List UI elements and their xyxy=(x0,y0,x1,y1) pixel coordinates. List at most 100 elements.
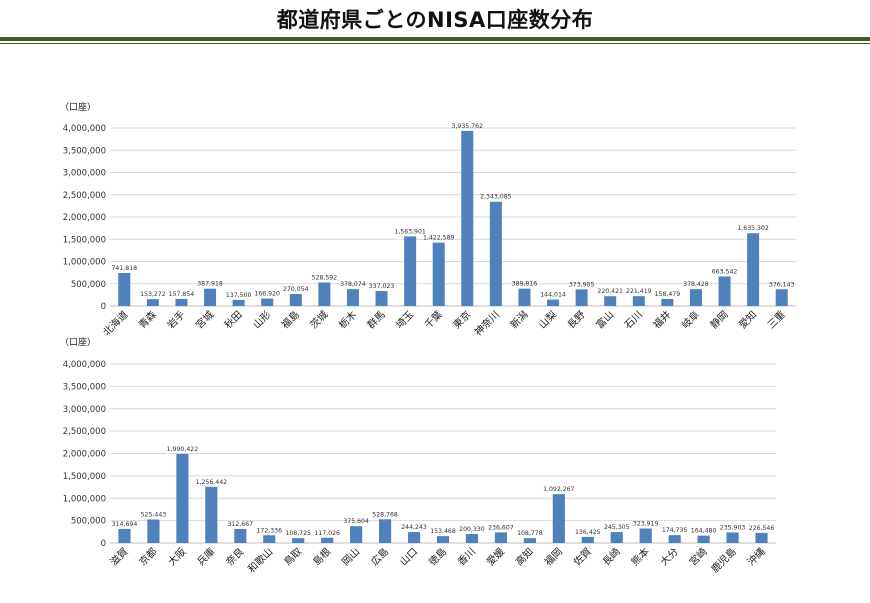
bottom-y-tick-label: 1,000,000 xyxy=(63,494,106,504)
bottom-category-label: 島根 xyxy=(310,545,333,568)
top-data-label: 378,074 xyxy=(340,281,366,288)
bottom-category-label: 高知 xyxy=(513,545,536,568)
top-data-label: 144,014 xyxy=(540,292,566,299)
bottom-bar xyxy=(697,535,710,543)
bottom-bar xyxy=(494,532,507,543)
top-data-label: 2,343,085 xyxy=(480,194,512,201)
top-bar xyxy=(204,288,217,306)
top-bar xyxy=(118,272,131,306)
bottom-bar xyxy=(726,532,739,543)
bottom-category-label: 兵庫 xyxy=(194,545,217,568)
top-data-label: 528,592 xyxy=(312,274,338,281)
top-data-label: 663,542 xyxy=(712,268,738,275)
top-y-tick-label: 4,000,000 xyxy=(63,124,106,134)
bottom-data-label: 153,468 xyxy=(430,528,456,535)
bottom-data-label: 235,903 xyxy=(720,524,746,531)
top-data-label: 1,563,901 xyxy=(394,228,426,235)
bottom-bar xyxy=(118,528,131,543)
bottom-data-label: 312,667 xyxy=(228,521,254,528)
bottom-bar xyxy=(610,532,623,543)
top-data-label: 153,272 xyxy=(140,291,166,298)
bottom-bar xyxy=(668,535,681,543)
bottom-category-label: 大分 xyxy=(657,545,680,568)
bottom-category-label: 鹿児島 xyxy=(708,545,738,575)
top-data-label: 137,500 xyxy=(226,292,252,299)
bottom-y-tick-label: 3,000,000 xyxy=(63,405,106,415)
bottom-category-label: 福岡 xyxy=(542,545,565,568)
bottom-data-label: 1,990,422 xyxy=(167,446,199,453)
top-bar xyxy=(575,289,588,306)
page-title: 都道府県ごとのNISA口座数分布 xyxy=(276,8,594,32)
top-bar xyxy=(375,291,388,306)
bottom-data-label: 375,604 xyxy=(343,518,369,525)
top-y-axis-title: （口座） xyxy=(60,101,96,113)
top-data-label: 158,479 xyxy=(655,291,681,298)
top-bar xyxy=(146,299,159,306)
bottom-y-tick-label: 3,500,000 xyxy=(63,382,106,392)
bottom-data-label: 174,735 xyxy=(662,527,688,534)
bottom-data-label: 108,778 xyxy=(517,530,543,537)
top-bar xyxy=(318,282,331,306)
bottom-category-label: 徳島 xyxy=(426,545,449,568)
top-data-label: 3,935,762 xyxy=(452,123,484,130)
bottom-category-label: 山口 xyxy=(398,546,421,569)
bottom-bar xyxy=(581,536,594,543)
bottom-category-label: 愛媛 xyxy=(484,545,507,568)
bottom-category-label: 岡山 xyxy=(340,546,363,569)
bottom-category-label: 香川 xyxy=(455,546,478,569)
top-data-label: 376,143 xyxy=(769,281,795,288)
top-data-label: 1,422,589 xyxy=(423,235,455,242)
bottom-category-label: 佐賀 xyxy=(571,546,594,569)
top-data-label: 387,918 xyxy=(197,281,223,288)
bottom-bar xyxy=(234,529,247,543)
bottom-bar xyxy=(292,538,305,543)
top-y-tick-label: 2,500,000 xyxy=(63,191,106,201)
bottom-bar xyxy=(639,528,652,543)
top-bar xyxy=(775,289,788,306)
top-bar xyxy=(346,289,359,306)
bottom-data-label: 244,243 xyxy=(401,524,427,531)
top-y-tick-label: 3,000,000 xyxy=(63,169,106,179)
top-data-label: 220,421 xyxy=(597,288,623,295)
bottom-y-tick-label: 2,000,000 xyxy=(63,450,106,460)
bottom-data-label: 200,330 xyxy=(459,526,485,533)
top-data-label: 741,818 xyxy=(111,265,137,272)
bottom-bar xyxy=(263,535,276,543)
top-data-label: 1,635,302 xyxy=(737,225,769,232)
top-bar xyxy=(461,130,474,306)
top-data-label: 378,428 xyxy=(683,281,709,288)
bottom-bar xyxy=(436,536,450,543)
top-bar xyxy=(232,299,245,306)
bottom-y-tick-label: 0 xyxy=(101,539,106,549)
bottom-bar xyxy=(552,494,565,543)
top-bar xyxy=(432,242,445,306)
bottom-bar xyxy=(465,534,479,543)
bottom-bar xyxy=(147,519,160,543)
bottom-data-label: 108,725 xyxy=(285,530,311,537)
top-bar xyxy=(547,299,560,306)
bottom-data-label: 117,026 xyxy=(314,530,340,537)
bottom-bar xyxy=(350,526,363,543)
bottom-category-label: 奈良 xyxy=(223,545,246,568)
bottom-category-label: 和歌山 xyxy=(245,545,275,575)
bottom-data-label: 525,443 xyxy=(141,511,167,518)
top-y-tick-label: 3,500,000 xyxy=(63,146,106,156)
bottom-category-label: 宮崎 xyxy=(686,545,709,568)
bottom-category-label: 京都 xyxy=(136,545,159,568)
top-bar xyxy=(661,298,674,306)
top-y-tick-label: 0 xyxy=(101,302,106,312)
top-y-tick-label: 500,000 xyxy=(71,280,106,290)
top-bar xyxy=(175,298,188,306)
top-data-label: 157,854 xyxy=(169,291,195,298)
bottom-y-tick-label: 4,000,000 xyxy=(63,360,106,370)
top-bar xyxy=(718,276,731,306)
bottom-bar xyxy=(523,538,536,543)
top-data-label: 166,920 xyxy=(254,291,280,298)
bottom-data-label: 245,305 xyxy=(604,524,630,531)
bottom-y-tick-label: 500,000 xyxy=(71,517,106,527)
bottom-data-label: 164,480 xyxy=(691,528,717,535)
bottom-category-label: 広島 xyxy=(368,545,391,568)
bottom-y-tick-label: 2,500,000 xyxy=(63,427,106,437)
